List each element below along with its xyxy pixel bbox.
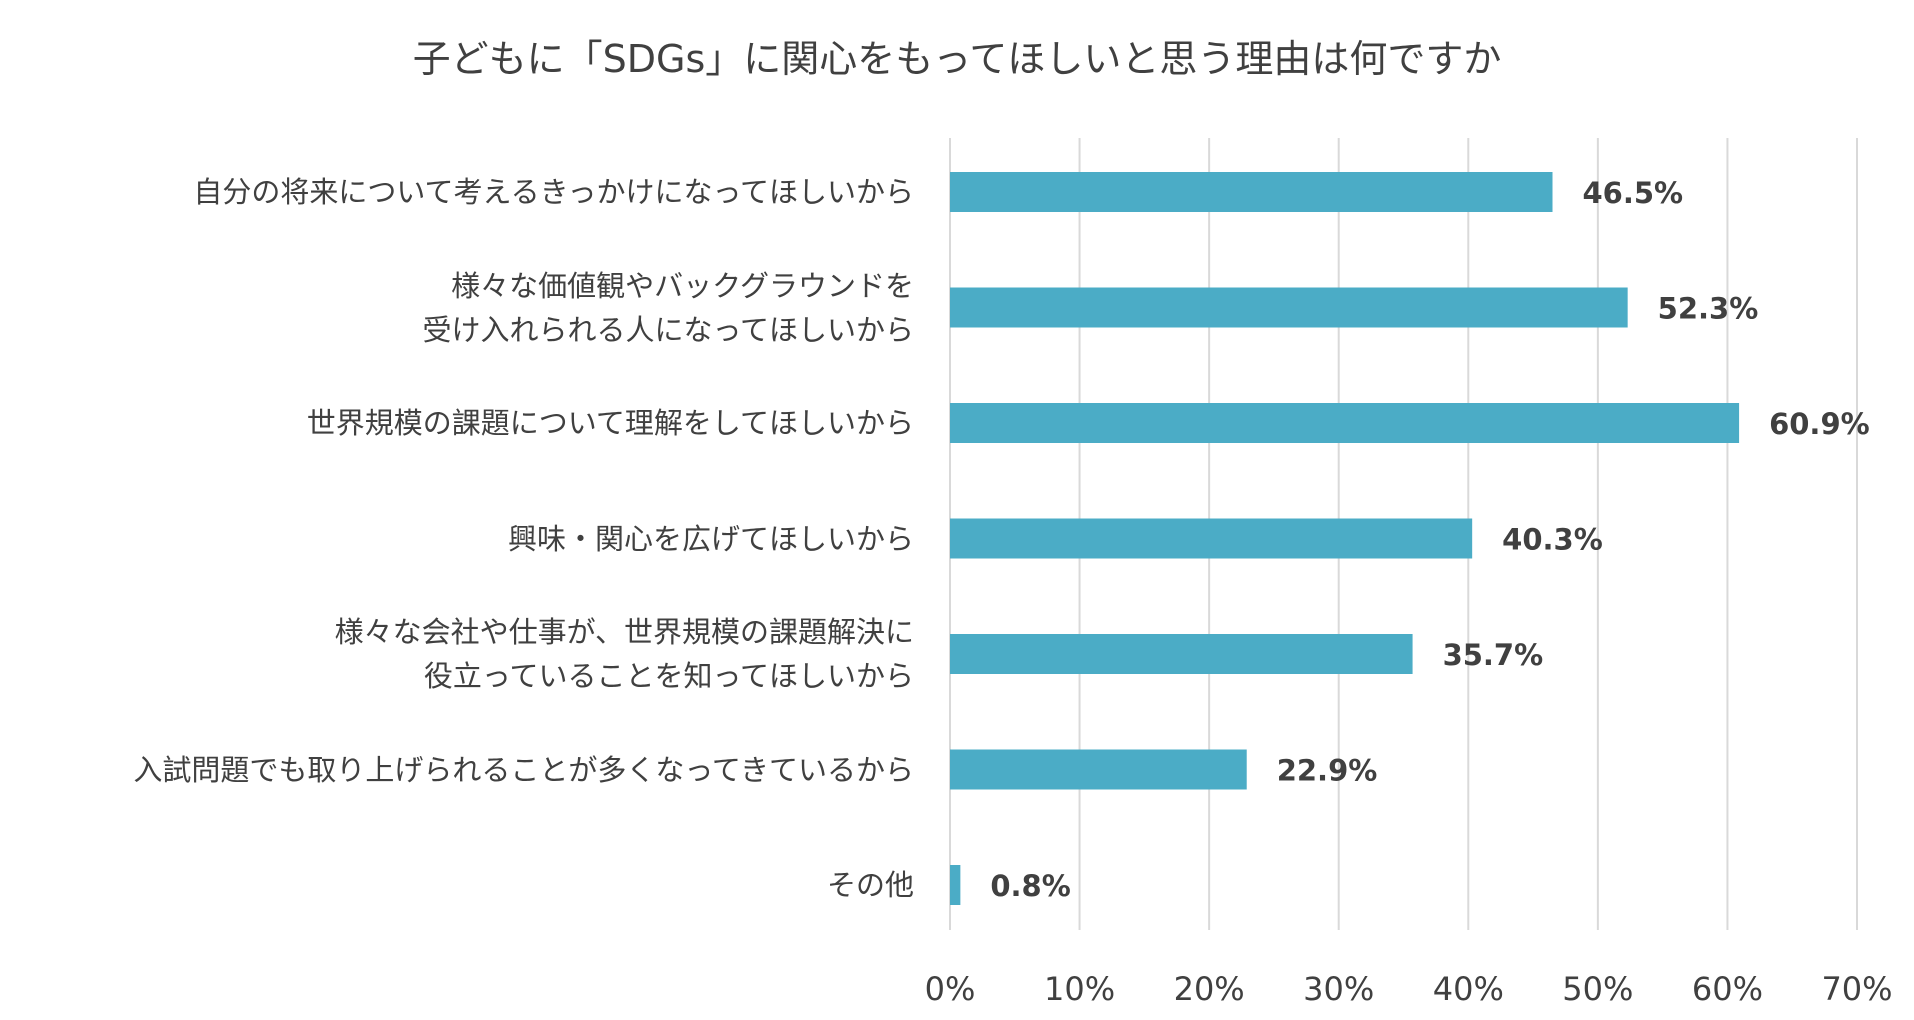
- x-tick-label: 10%: [1044, 970, 1115, 1008]
- chart-title: 子どもに「SDGs」に関心をもってほしいと思う理由は何ですか: [412, 37, 1502, 81]
- category-label-line: 興味・関心を広げてほしいから: [507, 521, 914, 556]
- data-label: 0.8%: [990, 869, 1070, 903]
- x-tick-label: 40%: [1433, 970, 1504, 1008]
- bar: [950, 403, 1740, 443]
- category-label: 入試問題でも取り上げられることが多くなってきているから: [133, 748, 914, 792]
- category-label: 興味・関心を広げてほしいから: [508, 517, 914, 561]
- x-tick-label: 60%: [1692, 970, 1763, 1008]
- x-tick-label: 20%: [1174, 970, 1245, 1008]
- value-labels: 46.5% 52.3% 60.9% 40.3% 35.7% 22.9% 0.8%: [990, 176, 1869, 903]
- category-label-line: 自分の将来について考えるきっかけになってほしいから: [193, 175, 914, 209]
- category-label: その他: [827, 863, 914, 907]
- data-label: 40.3%: [1502, 523, 1603, 557]
- bar: [950, 518, 1473, 559]
- data-label: 22.9%: [1277, 754, 1378, 788]
- category-label: 様々な価値観やバックグラウンドを受け入れられる人になってほしいから: [422, 264, 914, 352]
- data-label: 46.5%: [1583, 176, 1684, 210]
- x-tick-label: 70%: [1821, 970, 1892, 1008]
- category-label-line: 入試問題でも取り上げられることが多くなってきているから: [133, 752, 914, 787]
- category-label: 世界規模の課題について理解をしてほしいから: [307, 401, 914, 445]
- bar: [950, 172, 1553, 212]
- category-label-line: 様々な会社や仕事が、世界規模の課題解決に: [334, 615, 914, 649]
- x-axis-tick-labels: 0% 10% 20% 30% 40% 50% 60% 70%: [925, 970, 1893, 1008]
- bar: [950, 865, 961, 905]
- category-label-line: 世界規模の課題について理解をしてほしいから: [306, 406, 914, 440]
- data-label: 60.9%: [1769, 407, 1870, 441]
- x-tick-label: 0%: [925, 970, 976, 1008]
- category-label-line: 受け入れられる人になってほしいから: [422, 312, 914, 347]
- bar: [950, 749, 1247, 790]
- x-tick-label: 50%: [1562, 970, 1633, 1008]
- category-label: 自分の将来について考えるきっかけになってほしいから: [193, 170, 914, 214]
- bars: [950, 172, 1740, 905]
- category-label: 様々な会社や仕事が、世界規模の課題解決に役立っていることを知ってほしいから: [335, 610, 914, 698]
- bar: [950, 634, 1413, 674]
- x-tick-label: 30%: [1303, 970, 1374, 1008]
- data-label: 52.3%: [1658, 292, 1759, 326]
- data-label: 35.7%: [1443, 638, 1544, 672]
- category-label-line: 役立っていることを知ってほしいから: [423, 659, 914, 693]
- bar: [950, 287, 1628, 328]
- category-label-line: 様々な価値観やバックグラウンドを: [451, 268, 914, 303]
- category-label-line: その他: [826, 868, 914, 902]
